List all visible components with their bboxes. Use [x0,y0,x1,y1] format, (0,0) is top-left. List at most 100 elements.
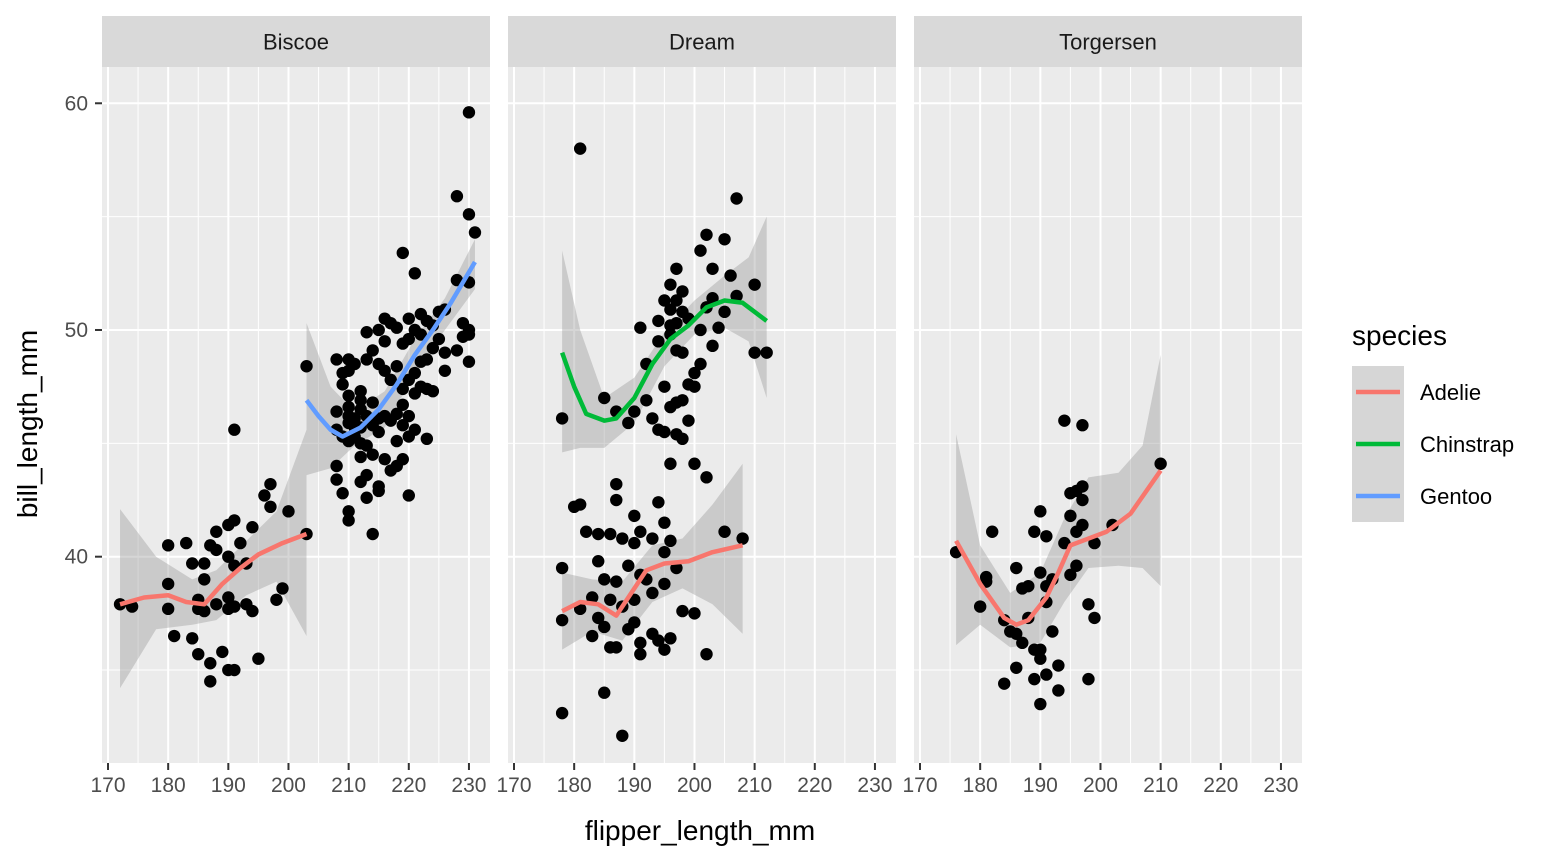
data-point [462,106,476,119]
data-point [676,604,689,618]
x-tick-label: 190 [617,774,652,797]
data-point [402,489,415,502]
data-point [580,525,593,538]
data-point [676,432,689,446]
data-point [438,346,452,359]
data-point [414,328,428,341]
legend-title: species [1352,320,1447,351]
panel-background [914,67,1302,763]
data-point [1034,697,1047,711]
data-point [658,545,671,559]
data-point [1082,598,1095,611]
data-point [354,450,367,464]
data-point [748,278,761,291]
smooth-line-adelie [561,543,744,618]
data-point [390,321,403,334]
data-point [622,559,635,572]
data-point [198,573,211,586]
data-point [1064,509,1077,523]
data-point [360,468,373,482]
data-point [664,457,677,470]
legend-label: Chinstrap [1420,432,1514,457]
data-point [730,289,743,303]
data-point [604,527,617,541]
data-point [300,360,313,373]
data-point [573,142,587,155]
data-point [634,525,647,538]
data-point [634,636,647,650]
y-tick-label: 40 [65,546,88,569]
data-point [186,557,199,570]
data-point [1022,579,1035,593]
x-tick-label: 180 [151,774,186,797]
data-point [330,473,343,486]
data-point [1040,668,1053,681]
data-point [198,604,211,618]
data-point [706,262,719,275]
data-point [462,355,476,368]
data-point [706,339,719,353]
data-point [694,323,707,337]
data-point [664,278,677,291]
data-point [573,498,587,511]
data-point [264,477,277,491]
data-point [555,561,569,575]
data-point [390,360,403,373]
x-tick-label: 210 [737,774,772,797]
data-point [426,341,440,355]
data-point [167,629,181,643]
data-point [652,496,665,509]
data-point [718,305,731,319]
facet-strip-label: Biscoe [263,30,329,55]
smooth-line-gentoo [304,260,477,439]
data-point [586,591,599,604]
data-point [204,675,217,688]
data-point [1010,661,1023,674]
data-point [730,192,743,205]
data-point [1034,652,1047,665]
data-point [336,487,349,500]
data-point [1040,530,1053,543]
data-point [330,405,343,418]
data-point [1082,672,1095,686]
data-point [646,586,659,600]
data-point [724,269,737,282]
data-point [658,643,671,656]
data-point [1088,611,1101,625]
data-point [420,432,434,446]
data-point [354,384,367,398]
legend-label: Adelie [1420,380,1481,405]
data-point [192,647,205,661]
data-point [1070,559,1083,572]
data-point [342,389,355,402]
data-point [598,620,611,634]
legend-label: Gentoo [1420,484,1492,509]
data-point [604,593,617,606]
data-point [366,527,379,541]
data-point [592,611,605,625]
data-point [438,364,452,377]
data-point [986,525,999,538]
data-point [1154,457,1167,470]
data-point [688,607,701,620]
data-point [658,577,671,591]
panel-background [102,67,490,763]
x-tick-label: 170 [902,774,937,797]
data-point [348,412,361,425]
facet-panels: Biscoe Dream Torgersen [102,16,1302,763]
x-tick-label: 220 [1203,774,1238,797]
data-point [712,321,725,334]
data-point [1058,414,1071,427]
data-point [360,353,373,366]
data-point [682,414,695,427]
data-point [198,557,211,570]
data-point [1052,684,1065,697]
data-point [592,555,605,568]
data-point [354,394,367,407]
data-point [1016,636,1029,650]
smooth-line-chinstrap [560,298,769,423]
data-point [366,344,379,357]
data-point [222,550,235,563]
x-tick-label: 190 [1023,774,1058,797]
data-point [161,577,175,591]
